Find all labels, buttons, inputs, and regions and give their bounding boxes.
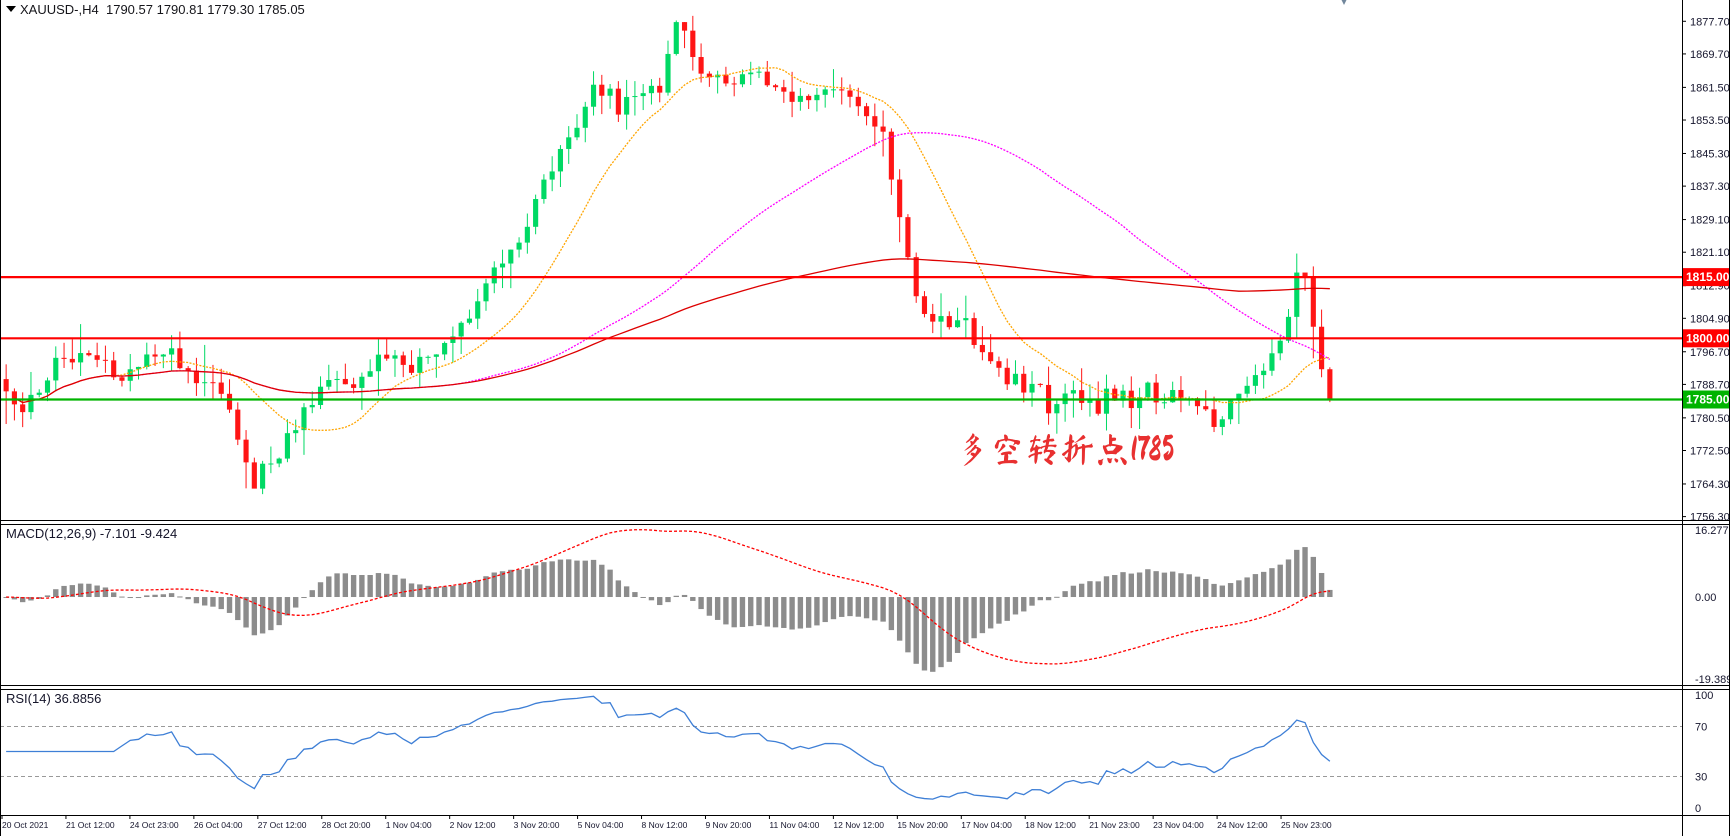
svg-text:1837.30: 1837.30	[1690, 181, 1730, 193]
svg-text:1853.50: 1853.50	[1690, 115, 1730, 127]
svg-text:1869.70: 1869.70	[1690, 49, 1730, 61]
svg-text:5 Nov 04:00: 5 Nov 04:00	[578, 820, 624, 830]
svg-text:1877.70: 1877.70	[1690, 16, 1730, 28]
svg-text:20 Oct 2021: 20 Oct 2021	[2, 820, 49, 830]
svg-text:-19.389: -19.389	[1695, 674, 1730, 685]
svg-text:21 Oct 12:00: 21 Oct 12:00	[66, 820, 115, 830]
svg-text:100: 100	[1695, 690, 1713, 702]
svg-text:1845.30: 1845.30	[1690, 148, 1730, 160]
svg-text:3 Nov 20:00: 3 Nov 20:00	[514, 820, 560, 830]
svg-text:23 Nov 04:00: 23 Nov 04:00	[1153, 820, 1204, 830]
svg-text:25 Nov 23:00: 25 Nov 23:00	[1281, 820, 1332, 830]
svg-text:1829.10: 1829.10	[1690, 215, 1730, 227]
svg-text:24 Oct 23:00: 24 Oct 23:00	[130, 820, 179, 830]
svg-text:1 Nov 04:00: 1 Nov 04:00	[386, 820, 432, 830]
svg-text:1780.50: 1780.50	[1690, 413, 1730, 425]
svg-text:21 Nov 23:00: 21 Nov 23:00	[1089, 820, 1140, 830]
svg-text:多空转折点1785: 多空转折点1785	[955, 432, 1175, 467]
svg-text:9 Nov 20:00: 9 Nov 20:00	[705, 820, 751, 830]
svg-text:1796.70: 1796.70	[1690, 347, 1730, 359]
svg-text:1861.50: 1861.50	[1690, 82, 1730, 94]
svg-text:0: 0	[1695, 803, 1701, 815]
svg-text:2 Nov 12:00: 2 Nov 12:00	[450, 820, 496, 830]
svg-text:1815.00: 1815.00	[1686, 270, 1730, 284]
svg-text:12 Nov 12:00: 12 Nov 12:00	[833, 820, 884, 830]
svg-text:1772.50: 1772.50	[1690, 446, 1730, 458]
svg-text:1764.30: 1764.30	[1690, 479, 1730, 491]
svg-text:26 Oct 04:00: 26 Oct 04:00	[194, 820, 243, 830]
svg-text:70: 70	[1695, 722, 1707, 734]
svg-text:30: 30	[1695, 772, 1707, 784]
svg-text:27 Oct 12:00: 27 Oct 12:00	[258, 820, 307, 830]
svg-text:28 Oct 20:00: 28 Oct 20:00	[322, 820, 371, 830]
svg-text:1788.70: 1788.70	[1690, 379, 1730, 391]
svg-text:0.00: 0.00	[1695, 592, 1716, 604]
svg-text:1785.00: 1785.00	[1686, 393, 1730, 407]
svg-text:1756.30: 1756.30	[1690, 512, 1730, 520]
svg-text:11 Nov 04:00: 11 Nov 04:00	[769, 820, 819, 830]
svg-text:15 Nov 20:00: 15 Nov 20:00	[897, 820, 948, 830]
svg-text:24 Nov 12:00: 24 Nov 12:00	[1217, 820, 1268, 830]
svg-text:1804.90: 1804.90	[1690, 313, 1730, 325]
svg-text:16.277: 16.277	[1695, 525, 1729, 537]
svg-text:17 Nov 04:00: 17 Nov 04:00	[961, 820, 1012, 830]
svg-text:18 Nov 12:00: 18 Nov 12:00	[1025, 820, 1076, 830]
svg-text:1800.00: 1800.00	[1686, 331, 1730, 345]
svg-text:1821.10: 1821.10	[1690, 247, 1730, 259]
svg-text:8 Nov 12:00: 8 Nov 12:00	[642, 820, 688, 830]
